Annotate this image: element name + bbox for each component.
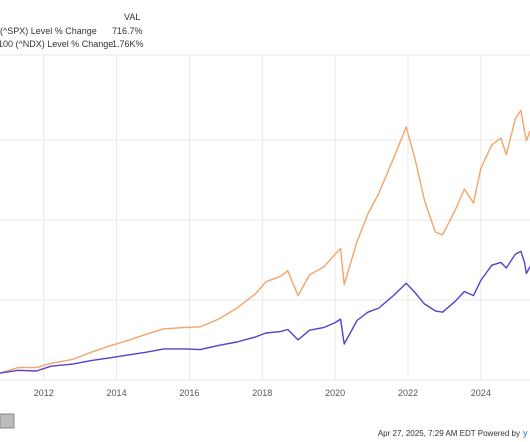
- chart-series: [0, 109, 530, 374]
- legend-entry-ndx-value: 1.76K%: [112, 39, 144, 49]
- legend-entry-ndx-label: 100 (^NDX) Level % Change: [0, 39, 113, 49]
- chart-legend: VAL (^SPX) Level % Change 716.7% 100 (^N…: [0, 12, 144, 49]
- legend-entry-spx-label: (^SPX) Level % Change: [0, 26, 97, 36]
- chart-grid: [0, 54, 530, 381]
- footer-timestamp: Apr 27, 2025, 7:29 AM EDT Powered by: [378, 429, 520, 438]
- x-tick-label: 2018: [252, 388, 272, 398]
- ycharts-logo-icon: y: [523, 428, 528, 438]
- x-tick-label: 2024: [471, 388, 491, 398]
- x-tick-label: 2014: [107, 388, 127, 398]
- x-tick-label: 2020: [325, 388, 345, 398]
- x-tick-label: 2022: [398, 388, 418, 398]
- thumbnail-image[interactable]: [0, 413, 15, 429]
- legend-value-header: VAL: [124, 12, 140, 22]
- x-axis-ticks: 2012 2014 2016 2018 2020 2022 2024: [34, 388, 491, 398]
- series-line-spx: [0, 109, 530, 374]
- footer: Apr 27, 2025, 7:29 AM EDT Powered by y: [0, 413, 528, 438]
- x-tick-label: 2016: [179, 388, 199, 398]
- x-tick-label: 2012: [34, 388, 54, 398]
- legend-entry-spx-value: 716.7%: [112, 26, 143, 36]
- series-line-ndx: [0, 250, 530, 374]
